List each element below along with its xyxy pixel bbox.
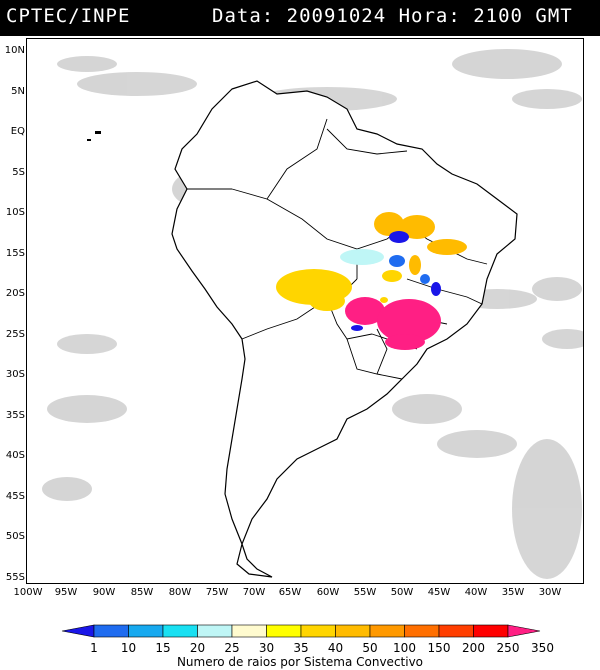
legend-value: 25: [224, 641, 240, 655]
legend-swatch: [438, 624, 474, 638]
legend-value: 20: [189, 641, 206, 655]
legend-value: 1: [90, 641, 98, 655]
legend-swatch: [335, 624, 371, 638]
convective-systems: [276, 212, 467, 350]
legend-swatch: [128, 624, 164, 638]
legend-swatch: [300, 624, 336, 638]
lat-label: EQ: [10, 126, 25, 137]
legend-value: 15: [155, 641, 171, 655]
legend-swatch: [404, 624, 440, 638]
legend-swatch: [473, 624, 509, 638]
map-canvas: [42, 49, 583, 579]
lat-label: 10N: [4, 45, 25, 56]
legend-swatch: [369, 624, 405, 638]
lon-label: 35W: [501, 587, 525, 598]
legend-swatch: [266, 624, 302, 638]
legend-value: 250: [496, 641, 520, 655]
lat-label: 30S: [5, 369, 25, 380]
legend-value: 150: [427, 641, 451, 655]
date-time-label: Data: 20091024 Hora: 2100 GMT: [212, 5, 573, 27]
lat-label: 15S: [5, 248, 25, 259]
lon-label: 65W: [278, 587, 302, 598]
legend-colorbar: [61, 624, 541, 638]
lat-label: 10S: [5, 207, 25, 218]
legend-swatch: [507, 624, 541, 638]
legend-value: 35: [293, 641, 309, 655]
legend-value: 200: [462, 641, 485, 655]
lat-label: 45S: [5, 491, 25, 502]
legend-value: 10: [120, 641, 137, 655]
legend-value: 100: [393, 641, 416, 655]
legend-value: 50: [362, 641, 378, 655]
lat-label: 40S: [5, 450, 25, 461]
lon-label: 30W: [538, 587, 562, 598]
lat-label: 5N: [11, 86, 25, 97]
lon-label: 90W: [92, 587, 116, 598]
lon-label: 50W: [390, 587, 414, 598]
lat-label: 50S: [5, 531, 25, 542]
lon-label: 45W: [427, 587, 451, 598]
lat-label: 55S: [5, 572, 25, 583]
lat-label: 25S: [5, 329, 25, 340]
lon-label: 100W: [13, 587, 43, 598]
legend-swatch: [93, 624, 129, 638]
map-header: CPTEC/INPE Data: 20091024 Hora: 2100 GMT: [0, 0, 600, 36]
lon-label: 85W: [130, 587, 154, 598]
lon-label: 75W: [205, 587, 229, 598]
lat-label: 5S: [12, 167, 25, 178]
lon-label: 60W: [316, 587, 340, 598]
map-frame: [26, 38, 584, 584]
organization-label: CPTEC/INPE: [6, 5, 131, 27]
islands: [87, 131, 101, 141]
legend-value: 30: [258, 641, 275, 655]
legend-swatch: [61, 624, 95, 638]
lon-label: 40W: [464, 587, 488, 598]
legend-value: 350: [531, 641, 554, 655]
legend-swatch: [231, 624, 267, 638]
legend-swatch: [197, 624, 233, 638]
legend-title: Numero de raios por Sistema Convectivo: [176, 655, 424, 669]
lon-label: 80W: [168, 587, 192, 598]
lon-label: 55W: [353, 587, 377, 598]
lon-label: 70W: [242, 587, 266, 598]
lat-label: 35S: [5, 410, 25, 421]
legend-value: 40: [327, 641, 344, 655]
lat-label: 20S: [5, 288, 25, 299]
continent-outline: [171, 80, 518, 578]
legend-swatch: [162, 624, 198, 638]
lon-label: 95W: [54, 587, 78, 598]
